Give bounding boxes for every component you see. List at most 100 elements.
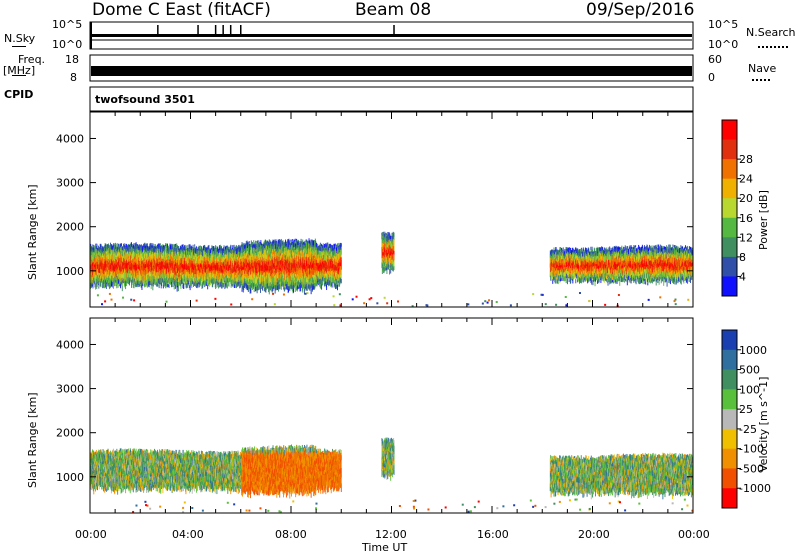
- range-cell: [90, 283, 92, 288]
- xtick-5: 20:00: [578, 528, 610, 541]
- range-cell: [110, 242, 112, 248]
- range-cell: [262, 285, 264, 291]
- nsearch-label: N.Search: [746, 26, 796, 39]
- range-cell: [102, 282, 104, 288]
- nave-label: Nave: [748, 62, 776, 75]
- range-cell: [222, 282, 224, 288]
- range-cell: [283, 287, 284, 290]
- range-cell: [116, 284, 118, 289]
- range-cell: [100, 243, 102, 247]
- range-cell: [269, 240, 271, 244]
- range-cell: [270, 241, 272, 244]
- range-cell: [167, 283, 168, 288]
- range-cell: [118, 282, 120, 287]
- range-cell: [197, 282, 199, 287]
- range-cell: [91, 244, 93, 247]
- range-cell: [133, 283, 135, 289]
- freq-nave-band: [91, 66, 692, 76]
- range-cell: [272, 240, 274, 244]
- range-cell: [167, 284, 169, 288]
- range-cell: [190, 280, 192, 287]
- range-cell: [162, 284, 164, 289]
- range-cell: [257, 284, 259, 291]
- range-cell: [105, 283, 107, 289]
- range-cell: [236, 245, 238, 249]
- nsky-label: N.Sky: [4, 32, 35, 45]
- range-cell: [158, 284, 160, 289]
- range-cell: [92, 280, 94, 286]
- range-cell: [199, 284, 201, 288]
- range-cell: [189, 285, 191, 291]
- freq-tick-bottom: 8: [70, 71, 77, 84]
- range-cell: [186, 283, 188, 287]
- range-cell: [277, 285, 279, 291]
- range-cell: [173, 285, 175, 290]
- range-cell: [92, 244, 94, 251]
- range-cell: [208, 244, 210, 250]
- range-cell: [111, 281, 113, 287]
- cpid-panel-frame: [89, 86, 694, 112]
- range-cell: [96, 281, 98, 287]
- range-cell: [220, 244, 222, 248]
- xtick-2: 08:00: [275, 528, 307, 541]
- range-cell: [157, 283, 159, 287]
- range-cell: [175, 283, 177, 288]
- range-cell: [248, 284, 250, 289]
- range-cell: [252, 286, 253, 290]
- range-cell: [98, 282, 100, 288]
- range-cell: [183, 283, 185, 289]
- range-cell: [232, 245, 234, 250]
- range-cell: [276, 284, 278, 290]
- range-cell: [95, 282, 97, 288]
- freq-label: Freq.: [18, 53, 45, 66]
- range-cell: [177, 285, 179, 292]
- range-cell: [215, 284, 217, 289]
- range-cell: [275, 239, 277, 245]
- range-cell: [108, 244, 110, 249]
- range-cell: [241, 289, 243, 292]
- range-cell: [138, 283, 140, 287]
- range-cell: [105, 243, 107, 246]
- range-cell: [132, 285, 134, 288]
- xtick-1: 04:00: [172, 528, 204, 541]
- range-cell: [226, 284, 228, 289]
- range-cell: [118, 243, 120, 247]
- range-cell: [101, 277, 103, 283]
- range-cell: [194, 244, 196, 247]
- range-cell: [248, 241, 250, 244]
- range-cell: [117, 283, 119, 288]
- range-cell: [207, 284, 209, 290]
- range-cell: [156, 283, 158, 287]
- range-cell: [120, 243, 122, 247]
- range-cell: [254, 240, 256, 243]
- range-cell: [100, 281, 102, 288]
- range-cell: [291, 240, 292, 243]
- range-cell: [104, 243, 106, 247]
- range-cell: [228, 281, 230, 287]
- freq-tick-top: 18: [65, 53, 79, 66]
- range-cell: [150, 242, 152, 246]
- range-cell: [114, 243, 116, 246]
- range-cell: [200, 245, 202, 248]
- range-cell: [234, 284, 235, 289]
- range-cell: [268, 288, 270, 295]
- nsky-tick-bottom: 10^0: [52, 38, 82, 51]
- range-cell: [108, 243, 109, 246]
- range-cell: [219, 282, 221, 288]
- range-cell: [289, 240, 291, 243]
- freq-legend-line: [12, 75, 26, 76]
- range-cell: [238, 244, 240, 247]
- nsearch-tick-bottom: 10^0: [708, 38, 738, 51]
- nave-legend-dots: [752, 79, 770, 81]
- range-cell: [176, 285, 178, 292]
- range-cell: [250, 287, 252, 290]
- range-cell: [256, 289, 258, 294]
- range-cell: [265, 287, 267, 293]
- range-cell: [268, 239, 270, 244]
- range-cell: [180, 283, 182, 289]
- nsearch-legend-dots: [758, 46, 788, 48]
- range-cell: [230, 245, 232, 249]
- nsearch-tick-top: 10^5: [708, 18, 738, 31]
- range-cell: [200, 280, 202, 286]
- range-cell: [230, 283, 232, 288]
